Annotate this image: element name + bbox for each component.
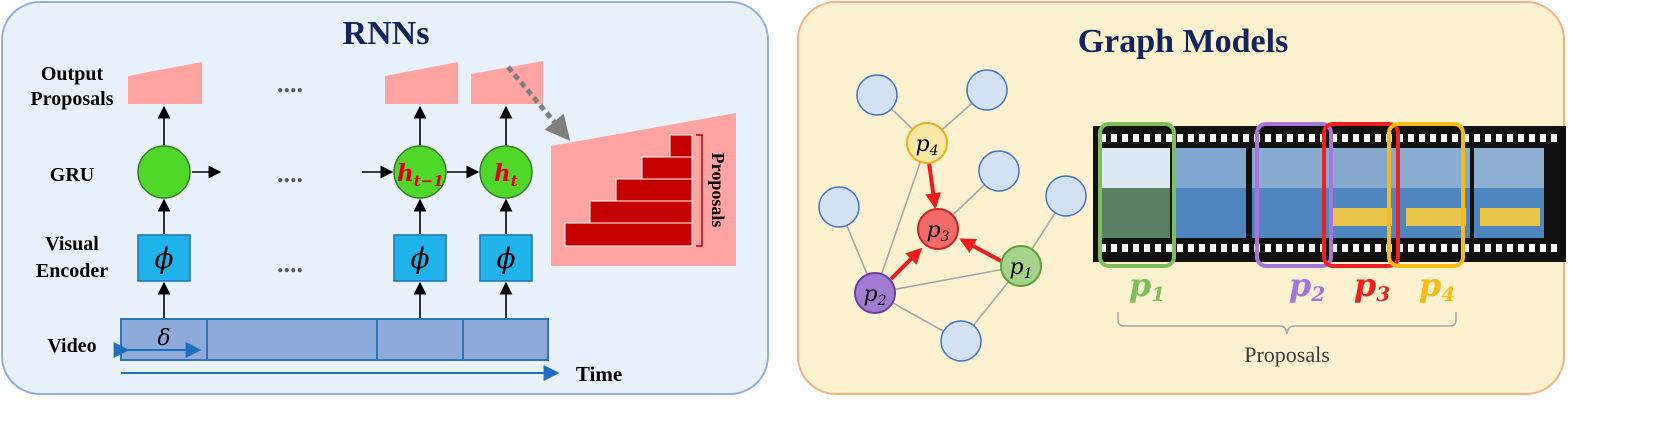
- proposal-box-p1: [1098, 122, 1176, 268]
- film-frame: [1400, 148, 1470, 238]
- ellipsis-output: ....: [277, 69, 303, 98]
- phi-symbol-1: ϕ: [154, 242, 173, 275]
- edge-p1-to-p3: [959, 238, 1002, 263]
- encoder-box-3: [479, 234, 533, 282]
- output-proposal-shape-3: [471, 61, 543, 104]
- brace-proposals-label: Proposals: [1244, 342, 1330, 367]
- graph-node-e: [1045, 175, 1087, 217]
- film-frame: [1100, 148, 1170, 238]
- proposal-box-p3: [1322, 122, 1400, 268]
- svg-text:p1: p1: [1009, 255, 1032, 282]
- proposals-zoom: Proposals: [551, 113, 736, 266]
- zoom-proposals-label: Proposals: [708, 153, 728, 228]
- proposal-node-p1: p1: [1000, 245, 1042, 287]
- proposal-bar-2: [641, 156, 693, 180]
- graph-node-f: [940, 320, 982, 362]
- svg-text:p2: p2: [863, 282, 886, 309]
- proposal-box-p2: [1255, 122, 1333, 268]
- hidden-state-prev: ht−1: [397, 160, 444, 190]
- output-proposal-shape-1: [128, 62, 202, 104]
- proposal-box-p4: [1387, 122, 1465, 268]
- graph-panel: Graph Models p4 p: [797, 1, 1566, 395]
- graph-node-d: [818, 186, 860, 228]
- proposal-bar-3: [615, 178, 693, 202]
- proposal-label-p4: p4: [1419, 266, 1455, 306]
- gru-node-current: [479, 145, 533, 199]
- film-frame: [1176, 148, 1246, 238]
- output-proposals-label-line2: Proposals: [31, 88, 114, 110]
- proposals-brace: [1117, 312, 1457, 335]
- visual-encoder-label-line1: Visual: [45, 233, 99, 255]
- proposal-node-p2: p2: [854, 272, 896, 314]
- proposal-label-p3: p3: [1354, 266, 1390, 306]
- proposal-label-p2: p2: [1289, 266, 1325, 306]
- gru-label: GRU: [50, 164, 94, 186]
- graph-node-a: [856, 74, 898, 116]
- graph-node-b: [966, 69, 1008, 111]
- proposal-node-p4: p4: [906, 122, 948, 164]
- time-label: Time: [576, 362, 622, 386]
- proposal-bar-5: [564, 222, 693, 247]
- hidden-state-current: ht: [494, 160, 518, 190]
- film-frame: [1474, 148, 1544, 238]
- ellipsis-encoder: ....: [277, 249, 303, 278]
- edge-p4-to-p3: [925, 162, 942, 210]
- film-frame: [1252, 148, 1322, 238]
- rnn-panel: RNNs Output Proposals GRU Visual Encoder…: [1, 1, 769, 395]
- gru-node-prev: [393, 145, 447, 199]
- phi-symbol-2: ϕ: [410, 242, 429, 275]
- video-strip: [120, 318, 549, 361]
- graph-panel-title: Graph Models: [1078, 23, 1289, 60]
- film-frame: [1326, 148, 1396, 238]
- proposal-label-p1: p1: [1129, 266, 1165, 306]
- proposal-bar-4: [589, 200, 693, 224]
- visual-encoder-label-line2: Encoder: [36, 260, 108, 282]
- output-proposal-shape-2: [385, 62, 458, 104]
- encoder-box-1: [137, 234, 191, 282]
- video-label: Video: [47, 335, 96, 357]
- gru-node-1: [137, 145, 191, 199]
- svg-text:p4: p4: [915, 132, 938, 159]
- graph-node-c: [978, 150, 1020, 192]
- svg-text:p3: p3: [926, 218, 949, 245]
- encoder-box-2: [393, 234, 447, 282]
- zoom-dotted-arrow: [506, 65, 571, 141]
- proposal-node-p3: p3: [917, 208, 959, 250]
- edge-p2-to-p3: [889, 247, 923, 281]
- rnn-panel-title: RNNs: [343, 15, 430, 52]
- output-proposals-label-line1: Output: [41, 63, 104, 85]
- ellipsis-gru: ....: [277, 159, 303, 188]
- delta-symbol: δ: [157, 326, 170, 351]
- proposal-bar-1: [669, 134, 693, 158]
- phi-symbol-3: ϕ: [496, 242, 515, 275]
